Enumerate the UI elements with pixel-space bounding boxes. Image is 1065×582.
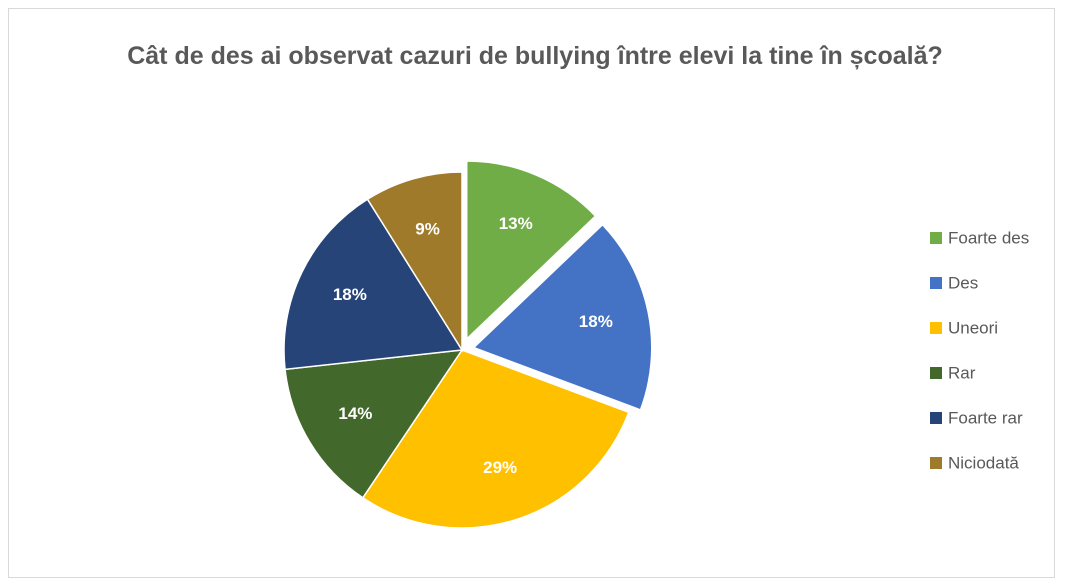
legend-swatch bbox=[930, 457, 942, 469]
legend-label: Uneori bbox=[948, 318, 998, 337]
pie-slice bbox=[361, 349, 630, 529]
legend-swatch bbox=[930, 277, 942, 289]
legend-label: Rar bbox=[948, 363, 976, 382]
data-label: 18% bbox=[579, 312, 613, 331]
legend-swatch bbox=[930, 367, 942, 379]
legend-swatch bbox=[930, 232, 942, 244]
data-label: 14% bbox=[338, 404, 372, 423]
data-label: 9% bbox=[415, 220, 440, 239]
data-label: 18% bbox=[333, 285, 367, 304]
chart-frame bbox=[8, 8, 1055, 578]
legend-label: Niciodată bbox=[948, 453, 1019, 472]
pie-slice bbox=[284, 349, 464, 499]
pie-slice bbox=[366, 171, 463, 353]
chart-title: Cât de des ai observat cazuri de bullyin… bbox=[127, 42, 943, 70]
legend-label: Foarte des bbox=[948, 228, 1029, 247]
pie-slice bbox=[472, 223, 653, 411]
legend-label: Foarte rar bbox=[948, 408, 1023, 427]
legend-swatch bbox=[930, 412, 942, 424]
pie-slice bbox=[465, 160, 597, 341]
legend-swatch bbox=[930, 322, 942, 334]
data-label: 13% bbox=[499, 214, 533, 233]
pie-slice bbox=[283, 198, 464, 371]
data-label: 29% bbox=[483, 458, 517, 477]
legend-label: Des bbox=[948, 273, 978, 292]
